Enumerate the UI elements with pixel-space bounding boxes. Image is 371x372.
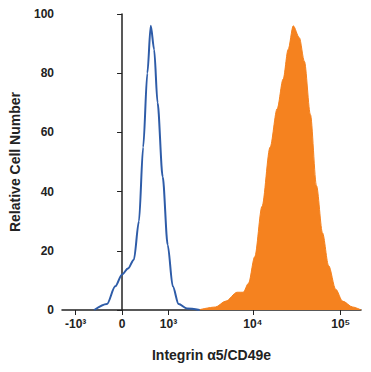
svg-text:10³: 10³ — [160, 317, 177, 331]
svg-text:20: 20 — [41, 244, 55, 258]
svg-text:100: 100 — [34, 7, 54, 21]
svg-text:0: 0 — [47, 303, 54, 317]
svg-text:10⁴: 10⁴ — [243, 317, 262, 331]
svg-text:-10³: -10³ — [65, 317, 86, 331]
svg-text:Integrin α5/CD49e: Integrin α5/CD49e — [152, 347, 271, 363]
svg-text:Relative Cell Number: Relative Cell Number — [7, 91, 23, 232]
svg-text:60: 60 — [41, 125, 55, 139]
svg-text:80: 80 — [41, 66, 55, 80]
svg-text:40: 40 — [41, 185, 55, 199]
svg-text:0: 0 — [119, 317, 126, 331]
svg-text:10⁵: 10⁵ — [331, 317, 350, 331]
